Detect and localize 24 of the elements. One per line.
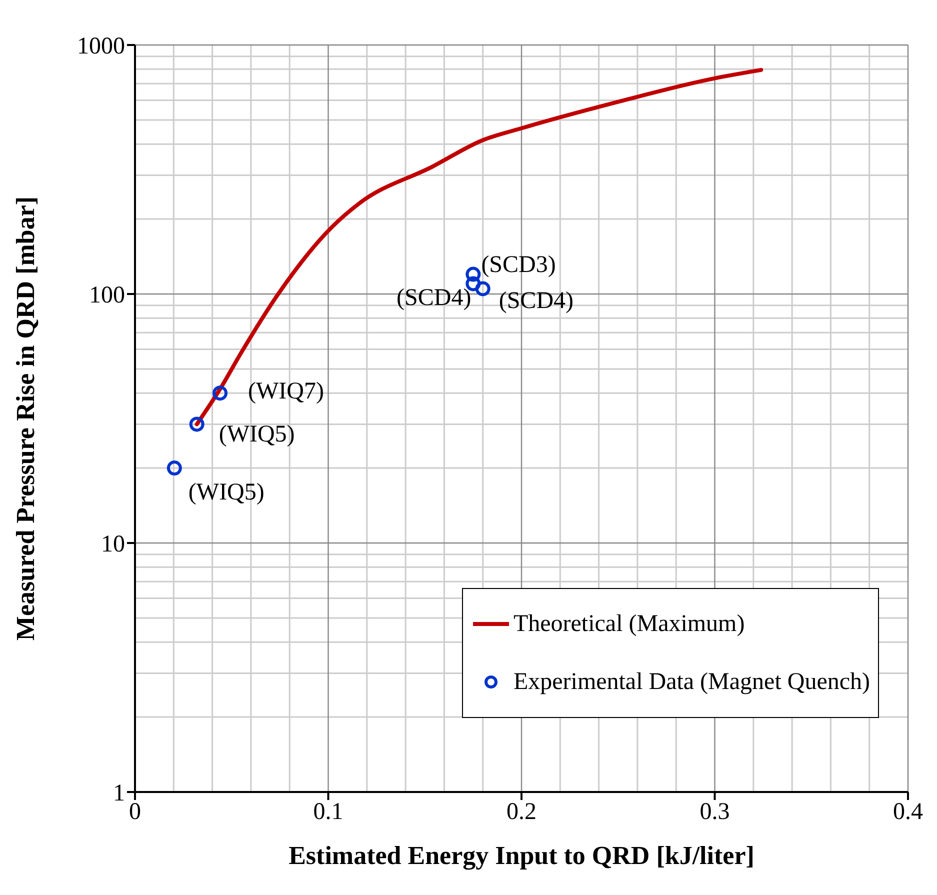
legend-label: Experimental Data (Magnet Quench) — [513, 668, 870, 696]
point — [189, 416, 204, 432]
x-axis-title: Estimated Energy Input to QRD [kJ/liter] — [288, 841, 754, 870]
point — [166, 460, 182, 476]
x-tick-label: 0.2 — [506, 799, 536, 826]
y-tick-label: 1000 — [77, 34, 125, 60]
y-axis-title: Measured Pressure Rise in QRD [mbar] — [11, 196, 40, 641]
y-tick-label: 1 — [113, 780, 125, 807]
annotation: (WIQ5) — [218, 422, 295, 448]
x-tick-label: 0.3 — [700, 799, 730, 826]
point — [466, 266, 481, 282]
x-tick-label: 0.1 — [313, 799, 344, 826]
point — [475, 281, 490, 296]
y-tick-label: 100 — [89, 282, 125, 309]
annotation: (SCD4) — [396, 285, 472, 312]
point — [212, 386, 228, 401]
y-tick-label: 10 — [101, 532, 125, 558]
x-tick-label: 0.4 — [893, 799, 923, 826]
x-tick-label: 0 — [129, 799, 141, 826]
annotation: (WIQ5) — [188, 480, 264, 506]
annotation: (SCD4) — [498, 288, 574, 314]
annotation: (WIQ7) — [248, 378, 324, 405]
annotation: (SCD3) — [481, 252, 556, 278]
legend-label: Theoretical (Maximum) — [513, 610, 745, 638]
